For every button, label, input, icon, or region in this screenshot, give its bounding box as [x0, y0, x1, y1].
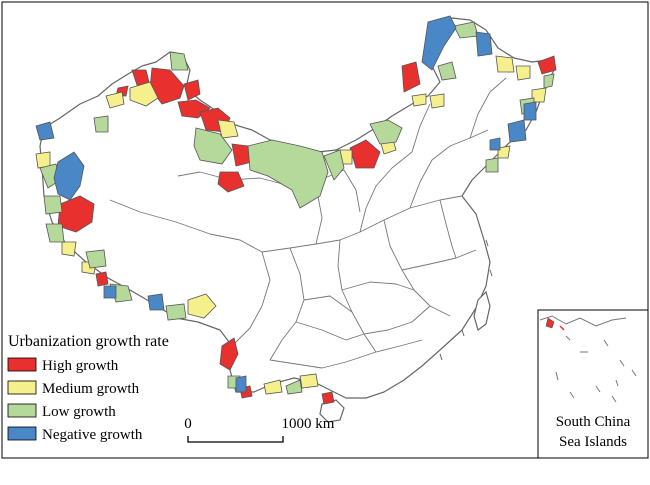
negative-growth-regions [35, 15, 537, 393]
south-china-sea-inset: South China Sea Islands [537, 309, 649, 459]
coastal-islands [439, 239, 493, 361]
scale-start-label: 0 [184, 416, 192, 432]
high-growth-regions [57, 55, 557, 405]
legend-swatch-negative [7, 426, 37, 441]
legend-label-medium: Medium growth [42, 381, 140, 397]
legend: Urbanization growth rate High growth Med… [7, 333, 169, 443]
inset-label-line1: South China [556, 414, 631, 430]
provincial-borders [109, 77, 507, 369]
legend-swatch-low [7, 403, 37, 418]
scale-end-label: 1000 km [282, 416, 335, 432]
legend-swatch-medium [7, 380, 37, 395]
legend-label-low: Low growth [42, 404, 116, 420]
hainan-island [319, 399, 345, 423]
legend-label-high: High growth [42, 358, 119, 374]
legend-title: Urbanization growth rate [8, 333, 169, 350]
inset-label-line2: Sea Islands [559, 434, 627, 450]
legend-label-negative: Negative growth [42, 427, 143, 443]
taiwan-island [473, 290, 491, 332]
scale-bar: 0 1000 km [184, 416, 335, 443]
scale-bar-line [187, 436, 284, 443]
inset-frame [537, 309, 649, 459]
legend-swatch-high [7, 357, 37, 372]
